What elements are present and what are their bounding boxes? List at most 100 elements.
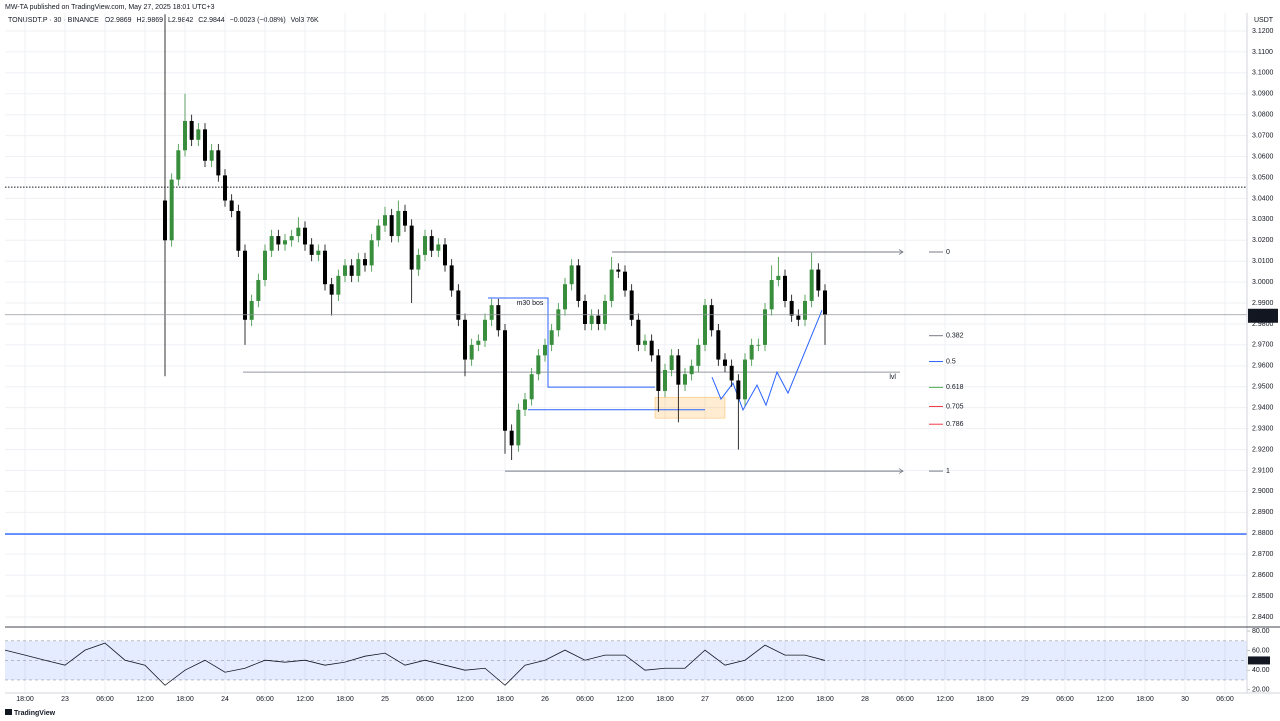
candle-body	[209, 150, 214, 161]
candle-body	[616, 269, 621, 272]
y-tick-label: 2.8400	[1252, 614, 1274, 621]
candle-body	[196, 129, 201, 140]
candle-body	[763, 309, 767, 345]
candle-body	[296, 227, 301, 237]
x-tick-label: 18:00	[1136, 696, 1154, 703]
candle-body	[536, 355, 541, 375]
x-tick-label: 06:00	[576, 696, 594, 703]
candle-body	[349, 265, 354, 276]
candle-body	[643, 340, 647, 345]
y-tick-label: 3.0700	[1252, 132, 1274, 139]
candle-body	[749, 344, 754, 360]
legend-close: C2.9844	[198, 17, 225, 24]
zone-box	[654, 396, 726, 419]
fib-level-label: 0.5	[946, 358, 956, 365]
symbol-legend: TONUSDT.P · 30 · BINANCE O2.9869 H2.9869…	[8, 17, 319, 24]
rsi-value-box	[1248, 656, 1270, 665]
candle-body	[663, 370, 667, 391]
candle-body	[656, 355, 661, 391]
y-tick-label: 2.9100	[1252, 467, 1274, 474]
candle-body	[183, 120, 187, 151]
candle-body	[556, 309, 561, 331]
y-tick-label: 2.9200	[1252, 446, 1274, 453]
candle-body	[743, 359, 747, 400]
y-tick-label: 2.9900	[1252, 300, 1274, 307]
y-tick-label: 3.0600	[1252, 153, 1274, 160]
candle-body	[629, 290, 634, 320]
last-price-box	[1248, 308, 1278, 323]
x-tick-label: 06:00	[896, 696, 914, 703]
fib-arrow	[898, 468, 904, 474]
candle-body	[303, 227, 307, 245]
y-tick-label: 3.0100	[1252, 258, 1274, 265]
candle-body	[409, 225, 414, 270]
x-tick-label: 18:00	[816, 696, 834, 703]
candle-body	[509, 430, 514, 446]
fib-level-label: 0.705	[946, 403, 964, 410]
candle-body	[636, 319, 641, 345]
x-tick-label: 12:00	[296, 696, 314, 703]
y-tick-label: 2.9500	[1252, 384, 1274, 391]
candle-body	[256, 280, 261, 301]
candle-body	[589, 315, 594, 324]
y-tick-label: 3.0400	[1252, 195, 1274, 202]
candle-body	[676, 355, 681, 385]
fib-arrow	[898, 249, 904, 255]
candle-body	[736, 380, 741, 400]
candle-body	[189, 120, 194, 140]
candle-body	[729, 365, 734, 381]
x-tick-label: 23	[61, 696, 69, 703]
rsi-tick-label: 60.00	[1252, 647, 1270, 654]
candle-body	[823, 290, 827, 315]
rsi-tick-label: 40.00	[1252, 667, 1270, 674]
y-tick-label: 2.9600	[1252, 363, 1274, 370]
y-tick-label: 3.0200	[1252, 237, 1274, 244]
legend-high: H2.9869	[137, 17, 164, 24]
candle-body	[576, 265, 581, 301]
candle-body	[343, 265, 347, 276]
y-tick-label: 2.8600	[1252, 572, 1274, 579]
x-tick-label: 18:00	[336, 696, 354, 703]
candle-body	[469, 344, 474, 360]
x-tick-label: 18:00	[176, 696, 194, 703]
x-tick-label: 12:00	[136, 696, 154, 703]
candle-body	[323, 250, 327, 285]
fib-level-label: 0.382	[946, 333, 964, 340]
candle-body	[176, 150, 181, 180]
candle-body	[756, 344, 761, 346]
candle-body	[809, 269, 814, 301]
x-tick-label: 12:00	[1096, 696, 1114, 703]
price-unit: USDT	[1254, 17, 1274, 24]
candle-body	[203, 129, 207, 161]
y-tick-label: 2.8700	[1252, 551, 1274, 558]
candle-body	[223, 175, 227, 201]
y-tick-label: 2.9300	[1252, 425, 1274, 432]
countdown-label: 25:53	[1251, 316, 1269, 323]
candle-body	[276, 236, 281, 245]
candle-body	[229, 200, 234, 211]
x-tick-label: 29	[1021, 696, 1029, 703]
candle-body	[496, 305, 501, 331]
symbol: TONUSDT.P · 30 · BINANCE	[8, 17, 99, 24]
candle-body	[609, 269, 614, 301]
candle-body	[389, 215, 394, 237]
candle-body	[596, 315, 601, 324]
x-tick-label: 12:00	[936, 696, 954, 703]
candle-body	[356, 259, 361, 276]
candle-body	[376, 225, 381, 241]
y-tick-label: 2.9000	[1252, 488, 1274, 495]
candle-body	[603, 300, 607, 324]
trend-segment	[488, 297, 655, 388]
x-tick-label: 06:00	[1216, 696, 1234, 703]
rsi-line	[4, 642, 826, 686]
x-tick-label: 28	[861, 696, 869, 703]
candle-body	[263, 250, 267, 281]
y-tick-label: 2.8800	[1252, 530, 1274, 537]
candle-body	[796, 315, 801, 320]
candle-body	[769, 280, 774, 310]
candle-body	[383, 215, 387, 226]
x-tick-label: 12:00	[776, 696, 794, 703]
x-tick-label: 18:00	[976, 696, 994, 703]
